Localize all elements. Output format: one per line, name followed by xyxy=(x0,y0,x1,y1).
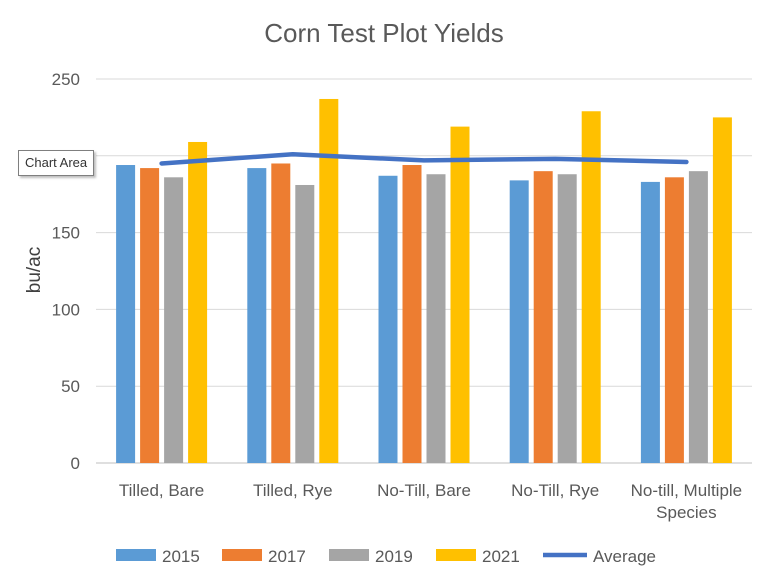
bar-2015-4 xyxy=(640,181,660,464)
x-tick-label: Species xyxy=(656,503,716,522)
chart-area-tooltip: Chart Area xyxy=(18,150,95,176)
bar-2015-2 xyxy=(378,175,398,463)
bar-2021-0 xyxy=(188,141,208,463)
chart-title: Corn Test Plot Yields xyxy=(264,18,503,48)
bar-2019-0 xyxy=(164,177,184,463)
bar-2019-2 xyxy=(426,174,446,463)
y-tick-label: 250 xyxy=(52,70,80,89)
y-axis-label: bu/ac xyxy=(24,247,45,293)
legend-label: 2017 xyxy=(268,547,306,566)
legend-label: 2019 xyxy=(375,547,413,566)
average-line-series xyxy=(159,152,689,166)
bar-2015-1 xyxy=(247,168,267,463)
y-tick-label: 0 xyxy=(71,454,80,473)
bar-2021-1 xyxy=(319,98,339,463)
legend-label: 2015 xyxy=(162,547,200,566)
x-axis-ticks: Tilled, Bare Tilled, Rye No-Till, Bare No-T… xyxy=(119,481,742,522)
bar-2017-0 xyxy=(140,168,160,463)
y-tick-label: 100 xyxy=(52,300,80,319)
x-tick-label: No-Till, Bare xyxy=(377,481,471,500)
legend-swatch-2017 xyxy=(222,549,262,561)
legend-label: Average xyxy=(593,547,656,566)
bar-2015-3 xyxy=(509,180,529,463)
bar-2021-4 xyxy=(712,117,732,464)
y-tick-label: 150 xyxy=(52,224,80,243)
y-axis-ticks: 050100150200250 xyxy=(52,70,80,473)
x-tick-label: No-till, Multiple xyxy=(631,481,742,500)
bar-series xyxy=(116,98,732,464)
x-tick-label: No-Till, Rye xyxy=(511,481,599,500)
legend-label: 2021 xyxy=(482,547,520,566)
legend-swatch-2019 xyxy=(329,549,369,561)
line-average xyxy=(159,152,689,166)
x-tick-label: Tilled, Rye xyxy=(253,481,333,500)
bar-2015-0 xyxy=(116,165,136,464)
bar-2017-3 xyxy=(533,171,553,463)
y-tick-label: 50 xyxy=(61,377,80,396)
bar-2017-4 xyxy=(664,177,684,463)
bar-2017-2 xyxy=(402,165,422,464)
legend: 2015 2017 2019 2021 Average xyxy=(116,547,656,566)
bar-2019-4 xyxy=(688,171,708,463)
bar-2017-1 xyxy=(271,163,291,464)
legend-swatch-2015 xyxy=(116,549,156,561)
bar-2021-3 xyxy=(581,111,601,464)
bar-2019-3 xyxy=(557,174,577,463)
bar-2019-1 xyxy=(295,184,315,463)
legend-swatch-2021 xyxy=(436,549,476,561)
bar-2021-2 xyxy=(450,126,470,463)
x-tick-label: Tilled, Bare xyxy=(119,481,204,500)
